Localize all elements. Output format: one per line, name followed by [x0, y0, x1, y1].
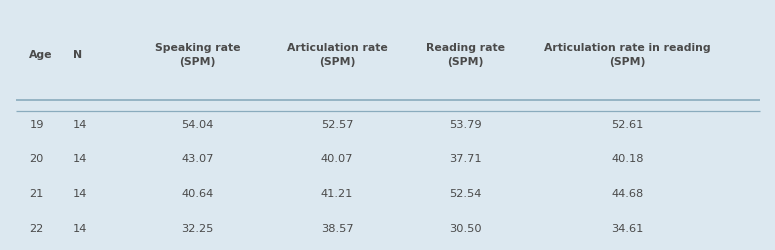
Text: 41.21: 41.21	[321, 189, 353, 199]
Text: 43.07: 43.07	[181, 154, 214, 164]
Text: Articulation rate
(SPM): Articulation rate (SPM)	[287, 44, 388, 66]
Text: 21: 21	[29, 189, 44, 199]
Text: 14: 14	[73, 189, 88, 199]
Text: 37.71: 37.71	[449, 154, 481, 164]
Text: 30.50: 30.50	[449, 224, 481, 234]
Text: 40.18: 40.18	[611, 154, 644, 164]
Text: 52.54: 52.54	[449, 189, 481, 199]
Text: 14: 14	[73, 224, 88, 234]
Text: 19: 19	[29, 120, 44, 130]
Text: N: N	[73, 50, 82, 60]
Text: Reading rate
(SPM): Reading rate (SPM)	[425, 44, 505, 66]
Text: 52.57: 52.57	[321, 120, 353, 130]
Text: 14: 14	[73, 154, 88, 164]
Text: 22: 22	[29, 224, 43, 234]
Text: 34.61: 34.61	[611, 224, 644, 234]
Text: Age: Age	[29, 50, 53, 60]
Text: 40.64: 40.64	[181, 189, 214, 199]
Text: Articulation rate in reading
(SPM): Articulation rate in reading (SPM)	[544, 44, 711, 66]
Text: 52.61: 52.61	[611, 120, 644, 130]
Text: 54.04: 54.04	[181, 120, 214, 130]
Text: 32.25: 32.25	[181, 224, 214, 234]
Text: 14: 14	[73, 120, 88, 130]
Text: Speaking rate
(SPM): Speaking rate (SPM)	[155, 44, 240, 66]
Text: 40.07: 40.07	[321, 154, 353, 164]
Text: 38.57: 38.57	[321, 224, 353, 234]
Text: 44.68: 44.68	[611, 189, 644, 199]
Text: 20: 20	[29, 154, 44, 164]
Text: 53.79: 53.79	[449, 120, 481, 130]
